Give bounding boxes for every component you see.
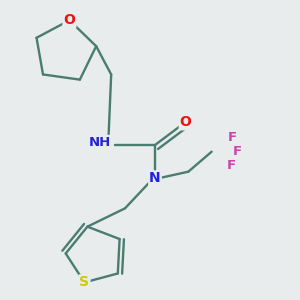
Text: F: F (233, 145, 242, 158)
Text: S: S (80, 275, 89, 290)
Text: NH: NH (89, 136, 111, 149)
Text: O: O (64, 13, 75, 27)
Text: O: O (180, 115, 192, 129)
Text: F: F (226, 159, 236, 172)
Text: F: F (228, 131, 237, 144)
Text: N: N (149, 171, 161, 185)
